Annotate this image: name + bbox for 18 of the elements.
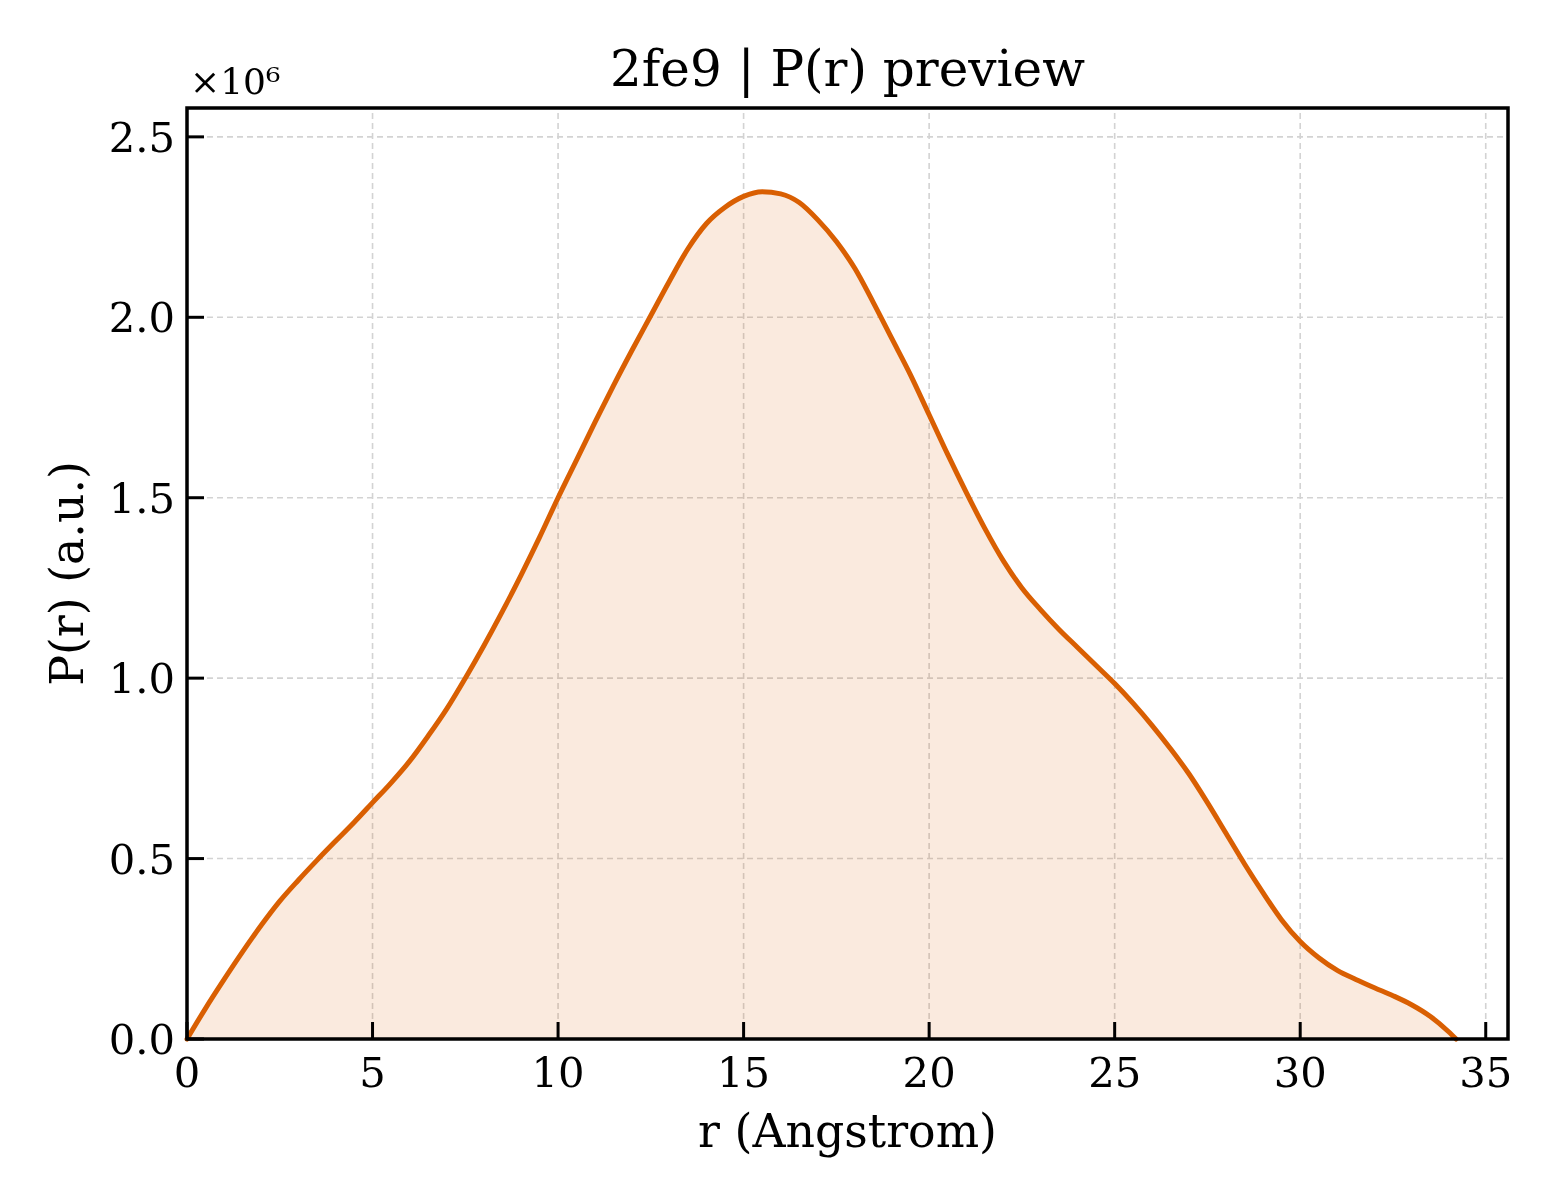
text: ×10⁶ xyxy=(190,61,281,102)
x-tick-label: 10 xyxy=(531,1048,585,1097)
x-tick-label: 35 xyxy=(1459,1048,1513,1097)
y-tick-label: 2.5 xyxy=(108,112,175,162)
x-tick-label: 30 xyxy=(1273,1048,1327,1097)
x-tick-label: 5 xyxy=(359,1048,386,1097)
y-tick-label: 1.0 xyxy=(108,654,175,704)
y-tick-label: 0.0 xyxy=(108,1015,175,1065)
x-axis-title: r (Angstrom) xyxy=(698,1104,997,1158)
x-tick-label: 0 xyxy=(173,1048,201,1097)
y-tick-label: 2.0 xyxy=(108,293,175,343)
y-axis-title: P(r) (a.u.) xyxy=(40,461,94,686)
y-tick-label: 0.5 xyxy=(108,834,175,884)
x-tick-label: 15 xyxy=(717,1048,771,1097)
y-tick-label: 1.5 xyxy=(108,473,175,523)
x-tick-label: 25 xyxy=(1088,1048,1142,1097)
chart-title: 2fe9 | P(r) preview xyxy=(610,40,1086,98)
x-tick-label: 20 xyxy=(902,1048,956,1097)
